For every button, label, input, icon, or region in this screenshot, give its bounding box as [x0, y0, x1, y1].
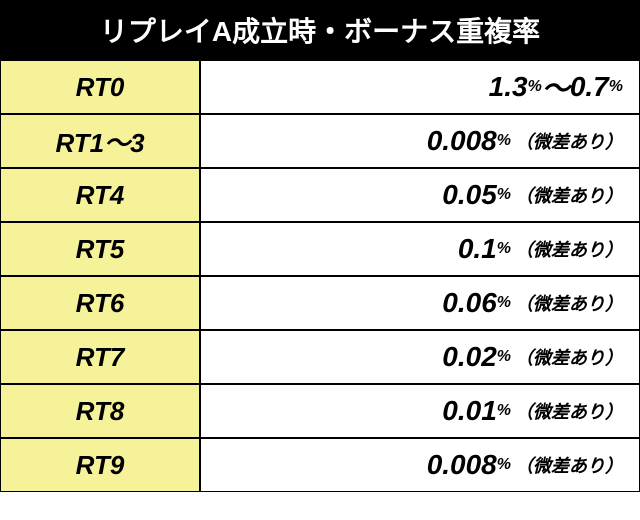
row-value: 1.3%〜0.7% — [200, 60, 640, 114]
percent-sign: % — [497, 456, 511, 474]
table-row: RT80.01%（微差あり） — [0, 384, 640, 438]
percent-sign: % — [497, 186, 511, 204]
value-1: 0.06 — [442, 287, 497, 319]
row-label: RT0 — [0, 60, 200, 114]
bonus-rate-table: リプレイA成立時・ボーナス重複率 RT01.3%〜0.7%RT1〜30.008%… — [0, 0, 640, 492]
value-1: 0.01 — [442, 395, 497, 427]
percent-sign: % — [497, 402, 511, 420]
table-row: RT40.05%（微差あり） — [0, 168, 640, 222]
percent-sign: % — [497, 240, 511, 258]
row-value: 0.01%（微差あり） — [200, 384, 640, 438]
row-label: RT7 — [0, 330, 200, 384]
row-label: RT8 — [0, 384, 200, 438]
row-label: RT5 — [0, 222, 200, 276]
percent-sign: % — [497, 348, 511, 366]
table-row: RT60.06%（微差あり） — [0, 276, 640, 330]
note: （微差あり） — [515, 398, 623, 424]
row-label: RT9 — [0, 438, 200, 492]
table-body: RT01.3%〜0.7%RT1〜30.008%（微差あり）RT40.05%（微差… — [0, 60, 640, 492]
row-value: 0.008%（微差あり） — [200, 114, 640, 168]
note: （微差あり） — [515, 344, 623, 370]
table-row: RT1〜30.008%（微差あり） — [0, 114, 640, 168]
note: （微差あり） — [515, 182, 623, 208]
percent-sign: % — [497, 294, 511, 312]
range-separator: 〜 — [542, 67, 570, 107]
row-label: RT6 — [0, 276, 200, 330]
table-row: RT01.3%〜0.7% — [0, 60, 640, 114]
row-value: 0.05%（微差あり） — [200, 168, 640, 222]
row-label: RT1〜3 — [0, 114, 200, 168]
note: （微差あり） — [515, 128, 623, 154]
table-row: RT50.1%（微差あり） — [0, 222, 640, 276]
row-value: 0.06%（微差あり） — [200, 276, 640, 330]
row-value: 0.008%（微差あり） — [200, 438, 640, 492]
value-1: 1.3 — [489, 71, 528, 103]
percent-sign: % — [497, 132, 511, 150]
value-1: 0.008 — [427, 449, 497, 481]
value-1: 0.05 — [442, 179, 497, 211]
row-label: RT4 — [0, 168, 200, 222]
value-1: 0.1 — [458, 233, 497, 265]
value-1: 0.008 — [427, 125, 497, 157]
table-title: リプレイA成立時・ボーナス重複率 — [0, 0, 640, 60]
table-row: RT90.008%（微差あり） — [0, 438, 640, 492]
note: （微差あり） — [515, 236, 623, 262]
row-value: 0.02%（微差あり） — [200, 330, 640, 384]
table-row: RT70.02%（微差あり） — [0, 330, 640, 384]
note: （微差あり） — [515, 290, 623, 316]
percent-sign: % — [528, 78, 542, 96]
note: （微差あり） — [515, 452, 623, 478]
value-1: 0.02 — [442, 341, 497, 373]
value-2: 0.7 — [570, 71, 609, 103]
row-value: 0.1%（微差あり） — [200, 222, 640, 276]
percent-sign: % — [609, 78, 623, 96]
